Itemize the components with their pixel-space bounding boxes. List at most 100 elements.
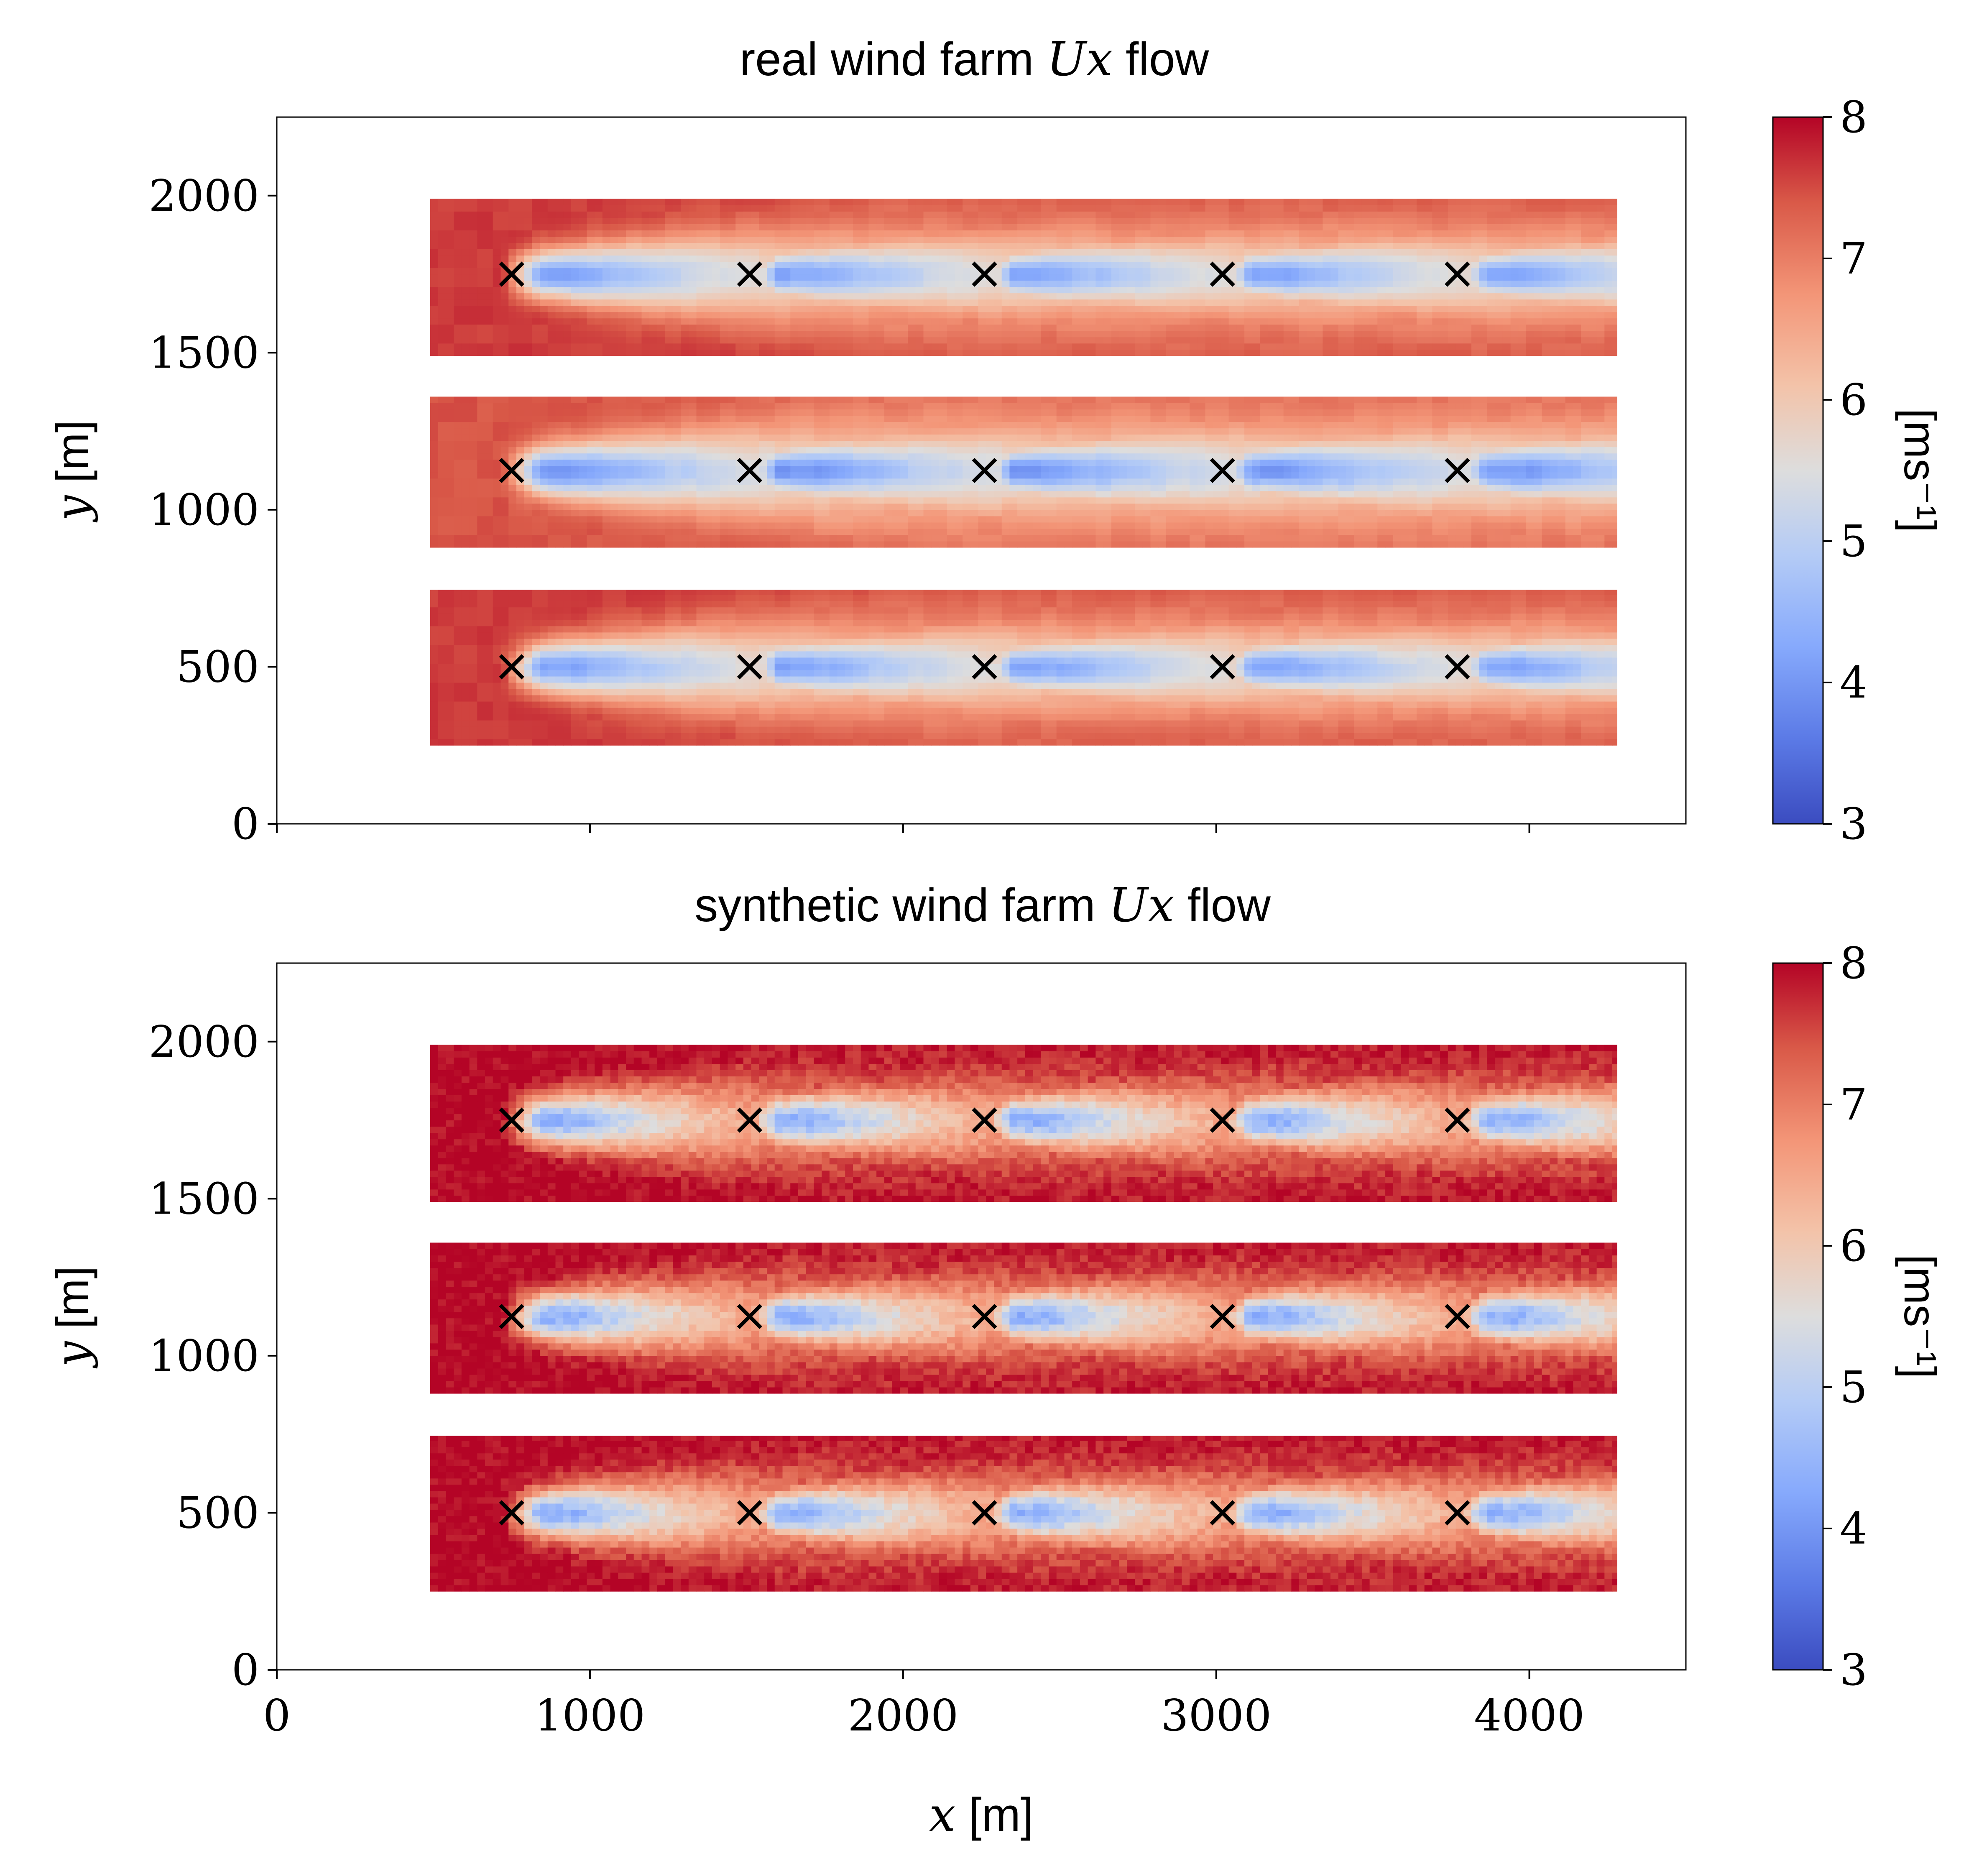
heat-cell (1354, 299, 1362, 306)
heat-cell (1479, 299, 1487, 306)
heat-cell (462, 397, 470, 404)
heat-cell (916, 249, 924, 256)
heat-cell (1080, 224, 1088, 230)
heat-cell (681, 274, 689, 281)
heat-cell (908, 293, 916, 300)
heat-cell (1103, 262, 1111, 268)
heat-cell (1471, 318, 1479, 325)
heat-cell (1221, 312, 1229, 319)
heat-cell (697, 331, 705, 337)
heat-cell (1409, 299, 1417, 306)
heat-cell (438, 306, 446, 312)
heat-cell (454, 441, 462, 447)
heat-cell (728, 447, 735, 454)
heat-cell (1095, 243, 1103, 249)
heat-cell (783, 299, 791, 306)
heat-cell (947, 230, 955, 237)
heat-cell (1017, 337, 1025, 344)
heat-cell (916, 306, 924, 312)
heat-cell (1393, 299, 1401, 306)
heat-cell (798, 428, 806, 435)
heat-cell (931, 224, 939, 230)
heat-cell (548, 256, 556, 262)
heat-cell (759, 211, 767, 218)
heat-cell (806, 510, 814, 516)
heat-cell (900, 256, 908, 262)
heat-cell (1135, 281, 1143, 287)
heat-cell (1127, 262, 1135, 268)
heat-cell (571, 205, 579, 212)
heat-cell (501, 485, 509, 491)
heat-cell (618, 230, 626, 237)
heat-cell (477, 416, 485, 422)
heat-cell (548, 460, 556, 466)
heat-cell (1323, 217, 1330, 224)
heat-cell (798, 422, 806, 429)
heat-cell (790, 230, 798, 237)
heat-cell (470, 428, 478, 435)
heat-cell (1393, 350, 1401, 356)
heat-cell (1307, 262, 1315, 268)
heat-cell (501, 312, 509, 319)
heat-cell (548, 447, 556, 454)
heat-cell (1135, 224, 1143, 230)
heat-cell (438, 403, 446, 410)
heat-cell (775, 318, 783, 325)
heat-cell (477, 318, 485, 325)
heat-cell (438, 230, 446, 237)
heat-cell (806, 522, 814, 529)
heat-cell (1119, 217, 1127, 224)
heat-cell (1393, 268, 1401, 275)
heat-cell (470, 478, 478, 485)
heat-cell (697, 262, 705, 268)
heat-cell (1299, 306, 1307, 312)
heat-cell (485, 447, 493, 454)
heat-cell (595, 293, 603, 300)
heat-cell (697, 485, 705, 491)
heat-cell (438, 211, 446, 218)
heat-cell (610, 453, 618, 460)
heat-cell (743, 306, 751, 312)
heat-cell (939, 343, 947, 350)
heat-cell (1565, 268, 1573, 275)
heat-cell (790, 224, 798, 230)
heat-cell (1565, 306, 1573, 312)
heat-cell (775, 516, 783, 523)
heat-cell (634, 224, 642, 230)
heat-cell (790, 268, 798, 275)
heat-cell (1354, 199, 1362, 205)
heat-cell (1542, 211, 1550, 218)
heat-cell (493, 478, 501, 485)
heat-cell (595, 243, 603, 249)
heat-cell (571, 343, 579, 350)
heat-cell (689, 211, 697, 218)
heat-cell (681, 236, 689, 243)
heat-cell (1103, 274, 1111, 281)
heat-cell (1158, 249, 1166, 256)
heat-cell (470, 434, 478, 441)
heat-cell (485, 453, 493, 460)
heat-cell (884, 331, 892, 337)
heat-cell (814, 529, 822, 535)
heat-cell (657, 472, 665, 479)
heat-cell (1377, 331, 1385, 337)
heat-cell (532, 249, 540, 256)
heat-cell (1103, 230, 1111, 237)
heat-cell (1550, 318, 1558, 325)
heat-cell (798, 541, 806, 548)
heat-cell (470, 447, 478, 454)
heat-cell (1205, 243, 1213, 249)
heat-cell (1511, 230, 1519, 237)
heat-cell (438, 541, 446, 548)
heat-cell (1268, 249, 1276, 256)
heat-cell (454, 485, 462, 491)
heat-cell (728, 312, 735, 319)
heat-cell (783, 434, 791, 441)
heat-cell (1558, 268, 1565, 275)
heat-cell (462, 434, 470, 441)
heat-cell (556, 516, 564, 523)
heat-cell (806, 428, 814, 435)
heat-cell (838, 224, 845, 230)
heat-cell (618, 441, 626, 447)
heat-cell (1432, 299, 1440, 306)
